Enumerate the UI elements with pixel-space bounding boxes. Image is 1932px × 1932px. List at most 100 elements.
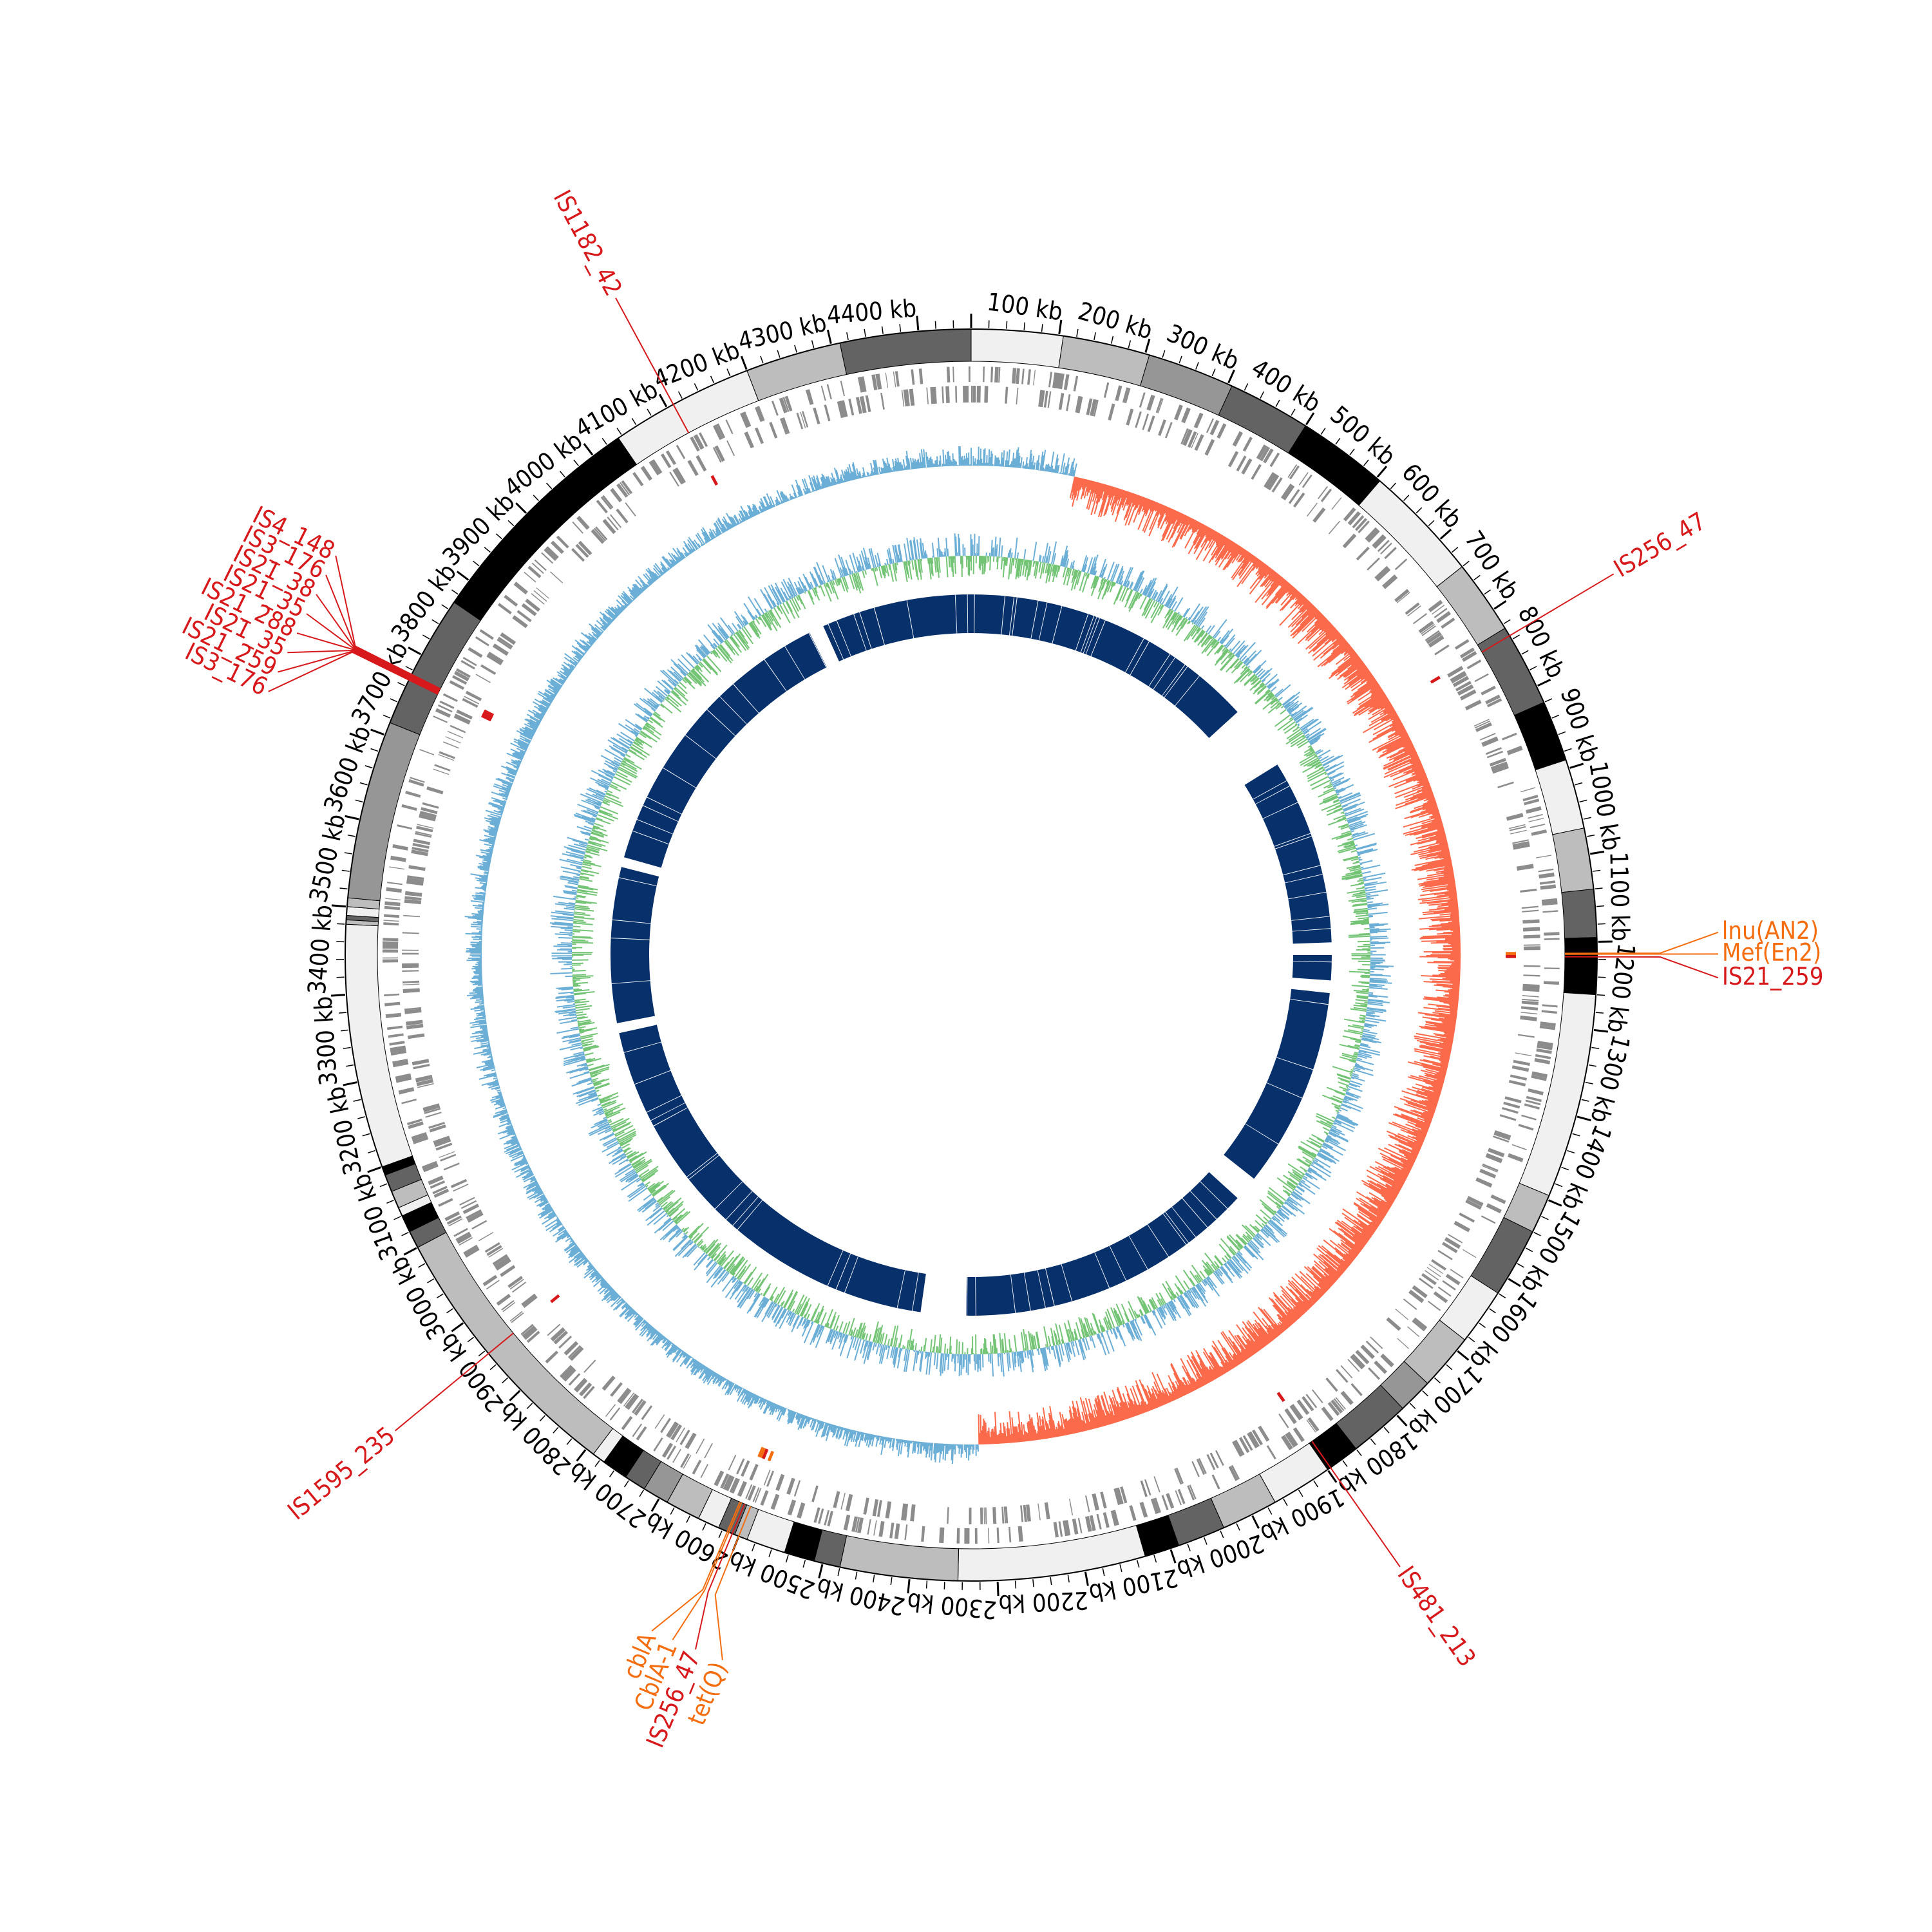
gene-bar	[1065, 374, 1070, 390]
gc-skew-bar	[1346, 681, 1378, 703]
gc-skew-bar	[944, 1443, 947, 1461]
gc-skew-bar	[1103, 484, 1107, 492]
gc-skew-bar	[1337, 1243, 1356, 1258]
gc-skew-bar	[1116, 1401, 1124, 1421]
gc-skew-bar	[757, 1397, 762, 1405]
minor-tick	[341, 869, 350, 872]
gc-skew-bar	[553, 1227, 565, 1237]
gc-skew-bar	[1005, 460, 1007, 467]
gene-bar	[402, 983, 420, 986]
gene-bar	[397, 824, 413, 830]
gc-skew-bar	[1267, 1333, 1274, 1341]
gc-skew-bar	[600, 1278, 605, 1282]
gene-bar	[423, 1105, 440, 1113]
gc-skew-bar	[1236, 549, 1247, 563]
gc-skew-bar	[470, 1024, 487, 1028]
gc-skew-bar	[945, 455, 947, 467]
gc-skew-bar	[1027, 1432, 1030, 1441]
gc-skew-bar	[564, 1242, 576, 1251]
gc-skew-bar	[1417, 792, 1434, 800]
gc-skew-bar	[1027, 1422, 1030, 1441]
gc-skew-bar	[1268, 1325, 1279, 1337]
gc-skew-bar	[1049, 1406, 1056, 1437]
gene-bar	[805, 389, 814, 405]
gc-skew-bar	[1229, 1352, 1238, 1366]
gc-skew-bar	[1187, 519, 1195, 532]
gc-skew-bar	[823, 1423, 829, 1437]
minor-tick	[1244, 383, 1249, 391]
minor-tick	[1179, 355, 1182, 364]
gc-skew-bar	[610, 1292, 618, 1299]
gc-skew-bar	[1436, 1005, 1458, 1009]
gc-skew-bar	[1287, 603, 1312, 628]
gc-content-bar	[1177, 611, 1180, 614]
gc-skew-bar	[1277, 1325, 1284, 1332]
gc-skew-bar	[1211, 1345, 1229, 1372]
gc-skew-bar	[1328, 655, 1359, 679]
gc-skew-bar	[1094, 483, 1104, 515]
gene-bar	[1269, 452, 1280, 468]
gc-skew-bar	[1341, 645, 1352, 654]
gene-bar	[449, 680, 464, 690]
gene-bar	[509, 1278, 524, 1290]
gc-skew-bar	[489, 829, 498, 833]
minor-tick	[760, 355, 764, 364]
gc-skew-bar	[569, 1241, 575, 1246]
major-tick	[1376, 466, 1388, 478]
gene-bar	[983, 1507, 985, 1524]
gene-bar	[921, 1526, 925, 1542]
gc-skew-bar	[1258, 563, 1266, 574]
gc-skew-bar	[650, 1332, 661, 1346]
gc-skew-bar	[654, 1334, 663, 1343]
gene-bar	[904, 1524, 908, 1540]
gc-skew-bar	[1106, 1410, 1112, 1425]
gc-skew-bar	[836, 1426, 841, 1439]
contig-segment	[839, 328, 972, 375]
gc-skew-bar	[987, 1430, 989, 1444]
gc-skew-bar	[897, 1439, 902, 1457]
gc-skew-bar	[1065, 1418, 1070, 1435]
gc-skew-bar	[1419, 864, 1452, 871]
gc-content-bar	[1280, 709, 1287, 715]
gc-skew-bar	[1421, 784, 1431, 790]
gc-skew-bar	[552, 1222, 562, 1229]
gc-skew-bar	[1215, 535, 1223, 545]
gc-skew-bar	[1387, 728, 1406, 739]
gc-skew-bar	[479, 868, 489, 871]
gene-bar	[1531, 1073, 1548, 1079]
gene-bar	[383, 922, 399, 926]
gene-bar	[1352, 515, 1365, 529]
gene-bar	[1522, 998, 1539, 1001]
gene-bar	[1350, 1355, 1364, 1370]
gc-skew-bar	[1261, 578, 1285, 605]
gene-bar	[872, 1499, 879, 1517]
gene-bar	[1507, 747, 1523, 755]
gc-skew-bar	[484, 1060, 494, 1064]
minor-tick	[386, 1199, 394, 1204]
gc-content-bar	[1300, 719, 1318, 731]
gene-bar	[487, 651, 504, 664]
gc-skew-bar	[1410, 1075, 1444, 1085]
gc-skew-bar	[1307, 607, 1317, 616]
gc-skew-bar	[703, 1369, 713, 1384]
gene-bar	[1444, 1236, 1461, 1249]
gc-skew-bar	[1379, 706, 1394, 716]
gc-skew-bar	[1403, 1095, 1437, 1108]
gene-bar	[390, 1050, 407, 1056]
gc-skew-bar	[1356, 1191, 1389, 1212]
gc-skew-bar	[1425, 1014, 1457, 1019]
gc-skew-bar	[1307, 615, 1325, 633]
gene-bar	[1209, 420, 1220, 435]
gc-skew-bar	[1394, 1143, 1419, 1155]
gc-skew-bar	[1388, 1144, 1417, 1159]
gc-skew-bar	[1425, 1021, 1456, 1027]
gc-skew-bar	[1343, 667, 1368, 685]
gc-skew-bar	[1418, 777, 1428, 782]
gc-skew-bar	[762, 1400, 770, 1414]
gene-bar	[1187, 1485, 1195, 1501]
gc-skew-bar	[1081, 1419, 1086, 1432]
gc-skew-bar	[643, 1323, 650, 1330]
gc-skew-bar	[822, 1423, 828, 1437]
gene-bar	[742, 412, 752, 428]
gc-skew-bar	[1186, 1359, 1202, 1388]
